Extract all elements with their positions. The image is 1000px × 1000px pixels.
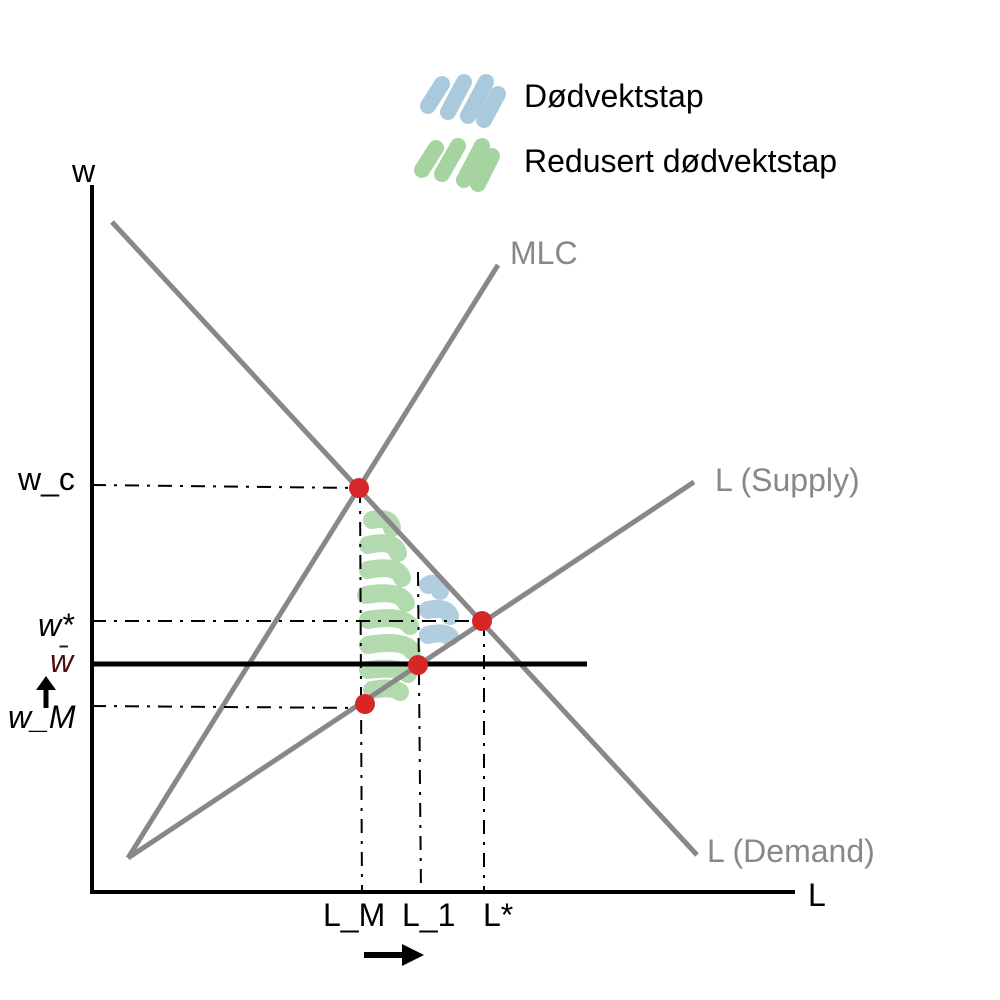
up-arrow-icon xyxy=(36,676,56,708)
y-axis-label: w xyxy=(71,153,96,189)
tick-w-c: w_c xyxy=(17,461,75,497)
legend-deadweight-label: Dødvektstap xyxy=(524,78,704,114)
deadweight-loss-area xyxy=(419,574,459,646)
legend-swatch-deadweight xyxy=(420,74,506,128)
guide-lines xyxy=(91,484,485,893)
legend: Dødvektstap Redusert dødvektstap xyxy=(414,74,837,192)
tick-w-star: w* xyxy=(38,607,75,643)
minimum-wage-point xyxy=(408,655,428,675)
monopsony-wage-point xyxy=(349,478,369,498)
right-arrow-icon xyxy=(364,944,424,966)
demand-label: L (Demand) xyxy=(707,833,875,869)
supply-label: L (Supply) xyxy=(715,462,860,498)
legend-swatch-reduced xyxy=(414,138,500,192)
competitive-equilibrium-point xyxy=(472,611,492,631)
x-axis-label: L xyxy=(808,877,826,913)
tick-l-1: L_1 xyxy=(402,897,455,933)
tick-l-star: L* xyxy=(483,897,513,933)
tick-w-m: w_M xyxy=(8,699,76,735)
tick-w-bar: w̄ xyxy=(50,643,75,679)
mlc-curve xyxy=(125,263,501,860)
monopsony-supply-point xyxy=(355,694,375,714)
legend-reduced-label: Redusert dødvektstap xyxy=(524,143,837,179)
mlc-label: MLC xyxy=(510,235,578,271)
demand-curve xyxy=(110,220,699,857)
tick-l-m: L_M xyxy=(323,897,385,933)
